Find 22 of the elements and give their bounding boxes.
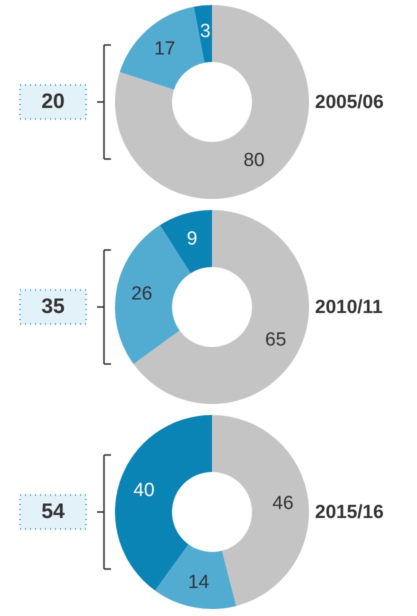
data-label: 14 — [188, 572, 210, 594]
text: 54 — [41, 500, 65, 523]
donut-slice — [154, 544, 236, 609]
donut-slice — [115, 415, 212, 590]
donut-slice — [212, 415, 309, 606]
text: 2015/16 — [315, 502, 384, 523]
data-label: 46 — [272, 493, 294, 514]
donut-slice — [115, 5, 309, 199]
data-label: 17 — [154, 38, 176, 60]
text: 35 — [41, 295, 65, 318]
text: 20 — [41, 90, 65, 113]
donut-slice — [194, 5, 212, 63]
data-label: 80 — [243, 150, 265, 171]
data-label: 26 — [131, 284, 152, 305]
donut-slice — [134, 210, 309, 404]
donut-slice — [160, 210, 212, 274]
data-label: 65 — [265, 329, 286, 350]
data-label: 9 — [186, 228, 198, 250]
text: 2005/06 — [315, 92, 384, 113]
data-label: 3 — [200, 20, 211, 42]
data-label: 40 — [133, 480, 155, 501]
text: 2010/11 — [315, 297, 384, 318]
